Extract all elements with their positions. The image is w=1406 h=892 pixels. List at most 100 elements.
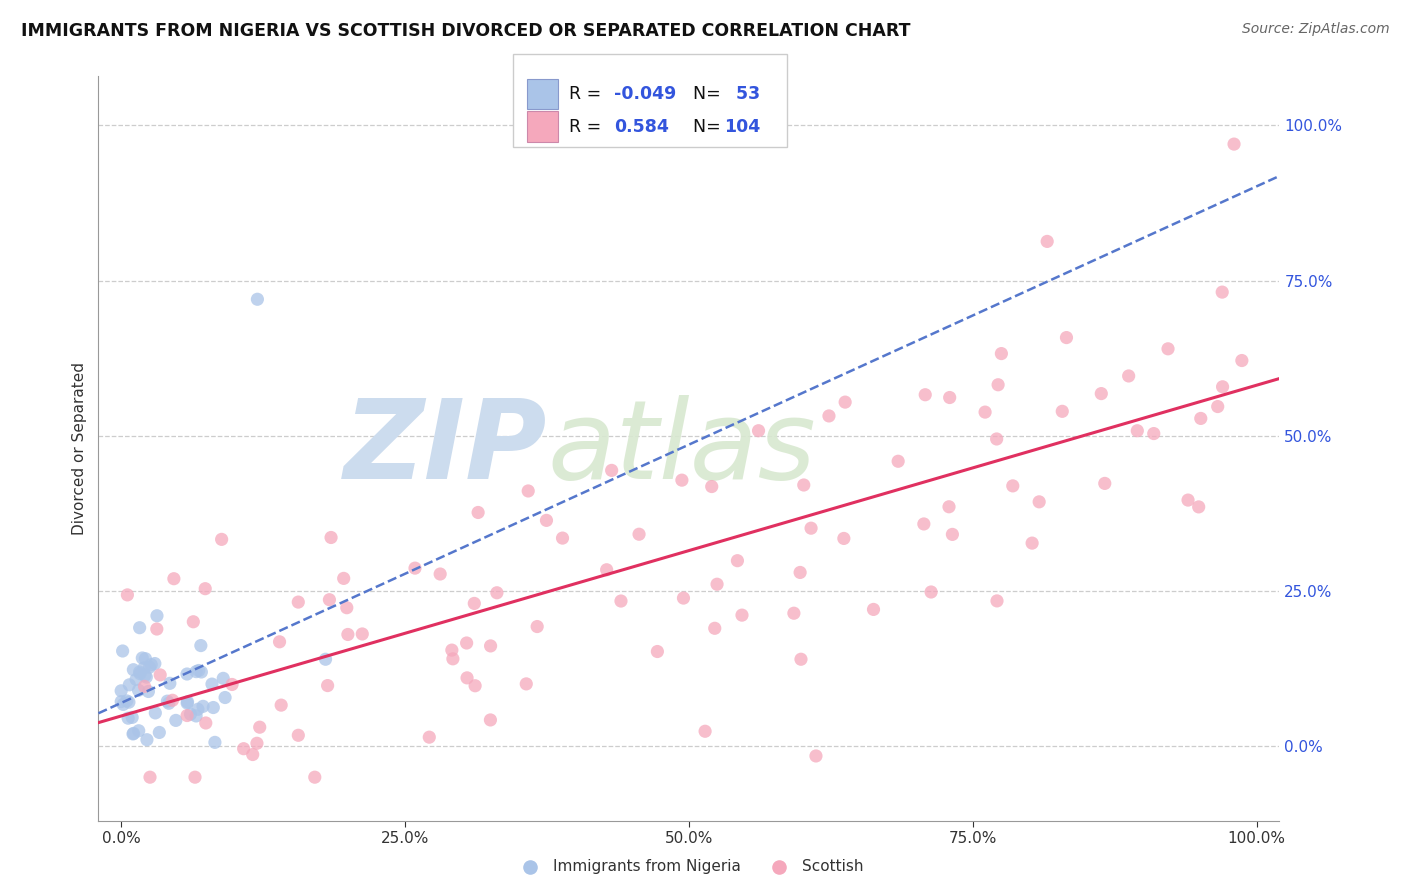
Point bbox=[122, 726, 145, 740]
Point bbox=[122, 663, 145, 677]
Point bbox=[115, 694, 138, 708]
Point bbox=[318, 592, 340, 607]
Point bbox=[179, 707, 201, 722]
Point bbox=[990, 346, 1012, 360]
Point bbox=[332, 571, 354, 585]
Point bbox=[938, 391, 960, 405]
Point bbox=[176, 695, 198, 709]
Point bbox=[136, 732, 159, 747]
Point bbox=[112, 698, 135, 712]
Point bbox=[700, 479, 723, 493]
Point bbox=[456, 636, 478, 650]
Point bbox=[212, 671, 235, 685]
Point bbox=[1052, 404, 1074, 418]
Point bbox=[479, 639, 502, 653]
Point bbox=[1188, 500, 1211, 514]
Point bbox=[176, 667, 198, 681]
Point bbox=[526, 619, 548, 633]
Point bbox=[134, 668, 156, 682]
Point bbox=[352, 627, 374, 641]
Point bbox=[184, 665, 207, 679]
Point bbox=[747, 424, 769, 438]
Point bbox=[287, 728, 309, 742]
Point bbox=[440, 643, 463, 657]
Text: 104: 104 bbox=[724, 118, 761, 136]
Legend: Immigrants from Nigeria, Scottish: Immigrants from Nigeria, Scottish bbox=[509, 853, 869, 880]
Point bbox=[163, 572, 186, 586]
Point bbox=[246, 736, 269, 750]
Point bbox=[1090, 386, 1112, 401]
Point bbox=[135, 670, 157, 684]
Point bbox=[211, 533, 233, 547]
Text: R =: R = bbox=[569, 118, 607, 136]
Point bbox=[672, 591, 695, 605]
Point bbox=[1056, 330, 1078, 344]
Point bbox=[121, 710, 143, 724]
Point bbox=[441, 652, 464, 666]
Point bbox=[122, 727, 145, 741]
Point bbox=[138, 660, 160, 674]
Point bbox=[287, 595, 309, 609]
Point bbox=[703, 621, 725, 635]
Point bbox=[1094, 476, 1116, 491]
Point bbox=[111, 644, 134, 658]
Point bbox=[1206, 400, 1229, 414]
Point bbox=[187, 664, 209, 678]
Point bbox=[706, 577, 728, 591]
Point bbox=[456, 671, 478, 685]
Point bbox=[187, 702, 209, 716]
Text: ZIP: ZIP bbox=[343, 395, 547, 501]
Point bbox=[1028, 495, 1050, 509]
Point bbox=[804, 748, 827, 763]
Point bbox=[1126, 424, 1149, 438]
Point bbox=[131, 651, 153, 665]
Text: R =: R = bbox=[569, 85, 607, 103]
Point bbox=[202, 700, 225, 714]
Point bbox=[920, 585, 942, 599]
Point bbox=[162, 693, 184, 707]
Point bbox=[914, 388, 936, 402]
Text: atlas: atlas bbox=[547, 395, 815, 501]
Point bbox=[128, 621, 150, 635]
Point bbox=[793, 478, 815, 492]
Point bbox=[118, 695, 141, 709]
Point bbox=[336, 600, 359, 615]
Point bbox=[647, 644, 669, 658]
Point bbox=[221, 677, 243, 691]
Point bbox=[165, 714, 187, 728]
Point bbox=[404, 561, 426, 575]
Point bbox=[246, 293, 269, 307]
Point bbox=[610, 594, 633, 608]
Text: 0.584: 0.584 bbox=[614, 118, 669, 136]
Point bbox=[184, 770, 207, 784]
Text: Source: ZipAtlas.com: Source: ZipAtlas.com bbox=[1241, 22, 1389, 37]
Point bbox=[138, 684, 160, 698]
Point bbox=[110, 683, 132, 698]
Point bbox=[485, 586, 508, 600]
Point bbox=[418, 730, 440, 744]
Point bbox=[304, 770, 326, 784]
Point bbox=[269, 635, 291, 649]
Point bbox=[938, 500, 960, 514]
Point bbox=[128, 723, 150, 738]
Point bbox=[783, 606, 806, 620]
Text: 53: 53 bbox=[724, 85, 761, 103]
Point bbox=[336, 627, 359, 641]
Point bbox=[201, 677, 224, 691]
Point bbox=[600, 463, 623, 477]
Point bbox=[146, 622, 169, 636]
Point bbox=[912, 516, 935, 531]
Point bbox=[731, 608, 754, 623]
Point bbox=[232, 741, 254, 756]
Point bbox=[157, 696, 180, 710]
Point bbox=[1118, 368, 1140, 383]
Point bbox=[463, 596, 485, 610]
Text: N=: N= bbox=[682, 118, 725, 136]
Point bbox=[818, 409, 841, 423]
Point bbox=[214, 690, 236, 705]
Point bbox=[125, 673, 148, 687]
Point bbox=[143, 706, 166, 720]
Point bbox=[987, 377, 1010, 392]
Point bbox=[110, 695, 132, 709]
Point bbox=[834, 395, 856, 409]
